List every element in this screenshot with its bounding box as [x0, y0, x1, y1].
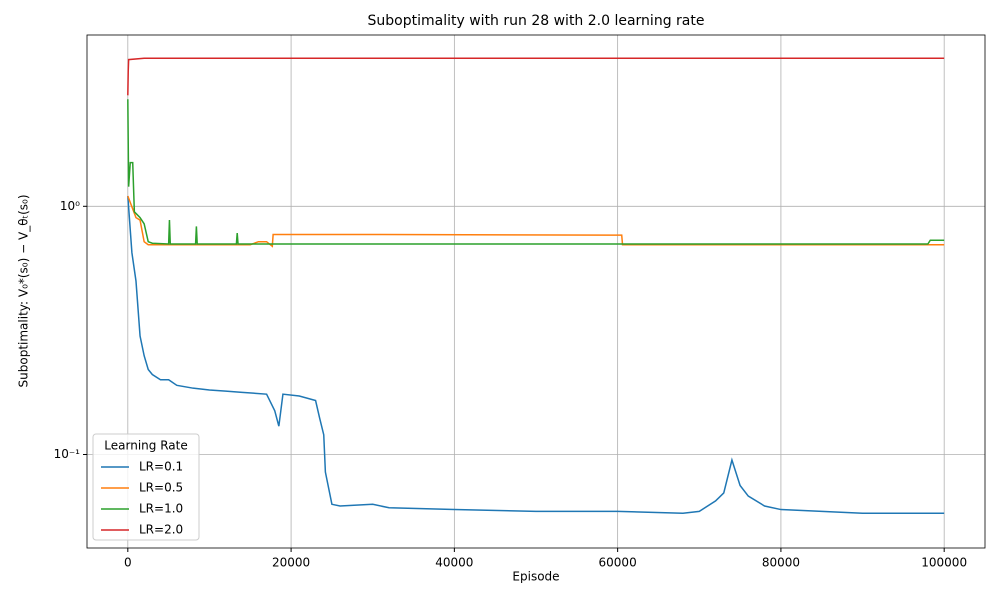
series-line [127, 195, 945, 248]
y-axis-label: Suboptimality: V₀*(s₀) − V_θₜ(s₀) [17, 195, 31, 388]
legend-label: LR=0.1 [139, 460, 183, 474]
legend-label: LR=0.5 [139, 481, 183, 495]
x-axis-label: Episode [512, 570, 559, 584]
legend-label: LR=1.0 [139, 502, 183, 516]
series-line [127, 99, 945, 245]
x-tick-label: 100000 [921, 556, 967, 570]
legend-title: Learning Rate [104, 439, 187, 453]
y-tick-label: 10⁰ [60, 199, 80, 213]
series-line [127, 195, 945, 514]
x-tick-label: 0 [124, 556, 132, 570]
legend-label: LR=2.0 [139, 523, 183, 537]
chart-title: Suboptimality with run 28 with 2.0 learn… [368, 13, 705, 29]
x-tick-label: 20000 [272, 556, 310, 570]
x-tick-label: 40000 [435, 556, 473, 570]
series-line [127, 57, 945, 96]
x-tick-label: 80000 [762, 556, 800, 570]
y-tick-label: 10⁻¹ [54, 447, 81, 461]
plot-frame [86, 34, 986, 549]
x-tick-label: 60000 [599, 556, 637, 570]
legend-box [92, 433, 200, 541]
